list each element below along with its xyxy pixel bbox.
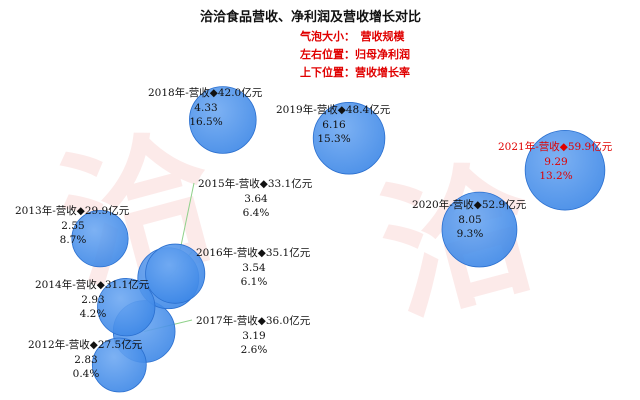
chart-title: 洽洽食品营收、净利润及营收增长对比	[200, 10, 422, 25]
label-growth-2016: 6.1%	[241, 276, 268, 288]
label-profit-2021: 9.29	[544, 156, 567, 168]
label-title-2018: 2018年-营收◆42.0亿元	[148, 86, 263, 99]
data-label-2013: 2013年-营收◆29.9亿元 2.55 8.7%	[15, 204, 130, 246]
legend-size: 气泡大小： 营收规模	[300, 30, 405, 43]
data-label-2017: 2017年-营收◆36.0亿元 3.19 2.6%	[196, 314, 311, 356]
label-title-2013: 2013年-营收◆29.9亿元	[15, 204, 130, 217]
data-label-2015: 2015年-营收◆33.1亿元 3.64 6.4%	[198, 177, 313, 219]
label-growth-2012: 0.4%	[73, 368, 100, 380]
label-profit-2012: 2.83	[74, 354, 97, 366]
label-growth-2017: 2.6%	[241, 344, 268, 356]
label-profit-2019: 6.16	[322, 119, 346, 131]
label-growth-2014: 4.2%	[80, 308, 107, 320]
bubble-2019	[312, 102, 386, 175]
label-title-2017: 2017年-营收◆36.0亿元	[196, 314, 311, 327]
label-growth-2018: 16.5%	[189, 116, 222, 128]
data-label-2016: 2016年-营收◆35.1亿元 3.54 6.1%	[196, 246, 311, 288]
label-title-2014: 2014年-营收◆31.1亿元	[35, 278, 150, 291]
label-profit-2017: 3.19	[242, 330, 265, 342]
label-profit-2014: 2.93	[81, 294, 104, 306]
data-label-2012: 2012年-营收◆27.5亿元 2.83 0.4%	[28, 338, 143, 380]
label-title-2015: 2015年-营收◆33.1亿元	[198, 177, 313, 190]
label-growth-2013: 8.7%	[60, 234, 87, 246]
bubble-2015	[145, 243, 206, 304]
data-label-2021: 2021年-营收◆59.9亿元 9.29 13.2%	[498, 140, 613, 182]
legend-x: 左右位置：归母净利润	[300, 48, 410, 61]
data-label-2014: 2014年-营收◆31.1亿元 2.93 4.2%	[35, 278, 150, 320]
data-label-2020: 2020年-营收◆52.9亿元 8.05 9.3%	[412, 198, 527, 240]
label-title-2021: 2021年-营收◆59.9亿元	[498, 140, 613, 153]
label-profit-2013: 2.55	[61, 220, 84, 232]
label-growth-2020: 9.3%	[457, 228, 484, 240]
bubble-2012	[91, 337, 147, 393]
label-profit-2020: 8.05	[458, 214, 481, 226]
data-label-2019: 2019年-营收◆48.4亿元 6.16 15.3%	[276, 103, 391, 145]
label-profit-2016: 3.54	[242, 262, 266, 274]
label-profit-2015: 3.64	[244, 193, 268, 205]
legend-y: 上下位置：营收增长率	[300, 66, 410, 79]
label-growth-2021: 13.2%	[539, 170, 572, 182]
bubble-2013	[71, 210, 129, 268]
bubble-2020	[441, 191, 518, 268]
label-title-2019: 2019年-营收◆48.4亿元	[276, 103, 391, 116]
label-growth-2019: 15.3%	[317, 133, 350, 145]
label-profit-2018: 4.33	[194, 102, 217, 114]
bubble-2021	[524, 129, 606, 211]
label-title-2016: 2016年-营收◆35.1亿元	[196, 246, 311, 259]
bubble-2018	[189, 86, 257, 154]
label-title-2012: 2012年-营收◆27.5亿元	[28, 338, 143, 351]
label-growth-2015: 6.4%	[243, 207, 270, 219]
label-title-2020: 2020年-营收◆52.9亿元	[412, 198, 527, 211]
data-label-2018: 2018年-营收◆42.0亿元 4.33 16.5%	[148, 86, 263, 128]
bubble-2014	[97, 278, 156, 337]
